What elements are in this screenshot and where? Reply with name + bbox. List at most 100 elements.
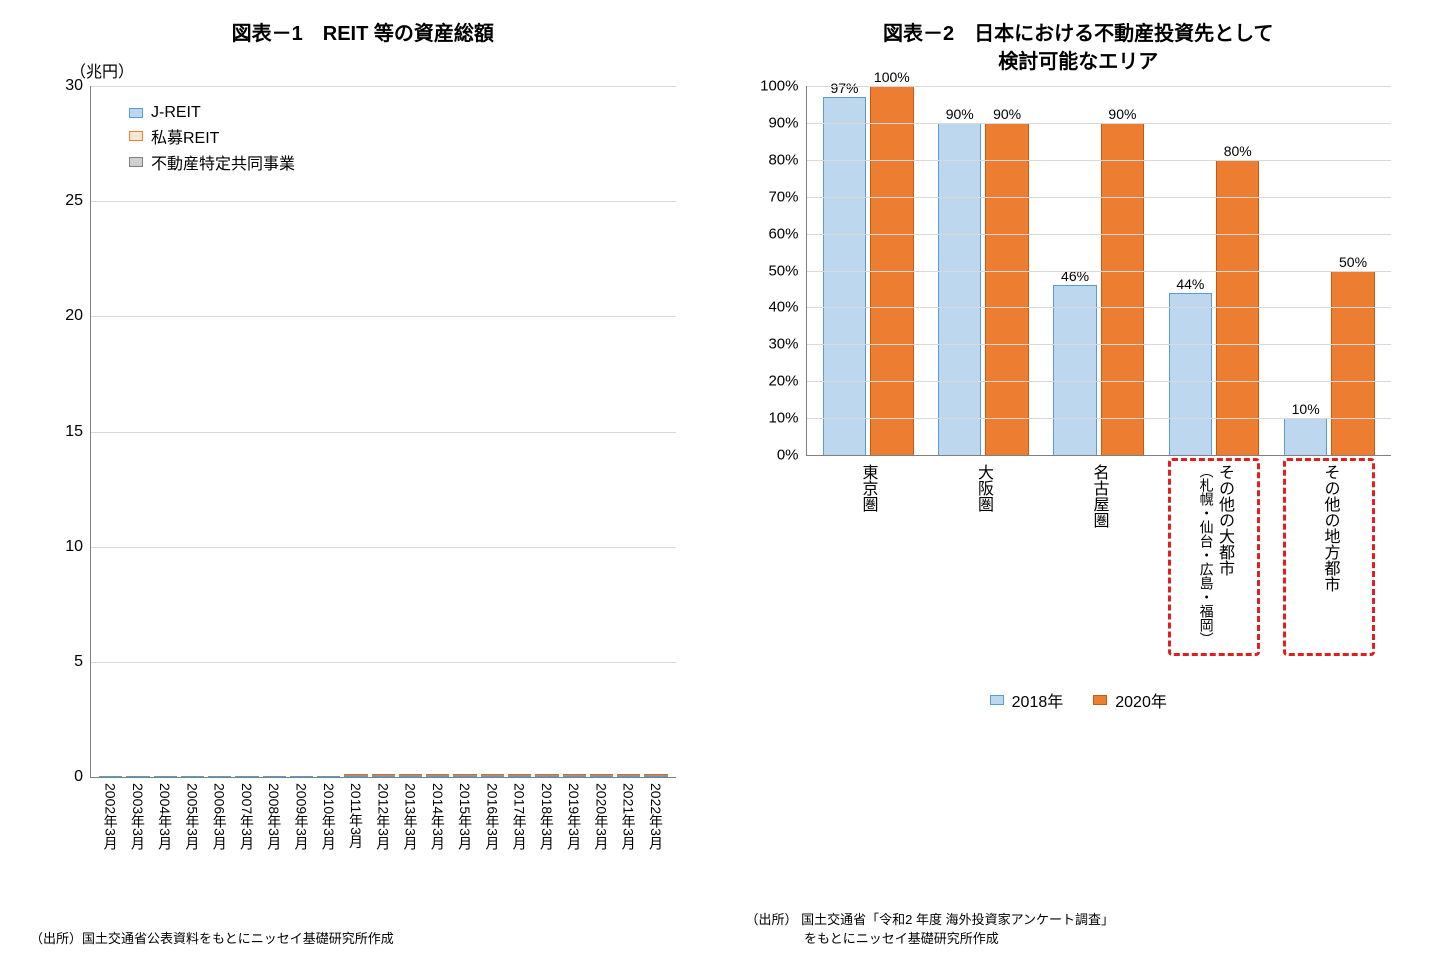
- legend-label: 2018年: [1012, 688, 1064, 712]
- chart2-xlabel-text: その他の地方都市: [1320, 464, 1338, 646]
- chart2-source-line2: をもとにニッセイ基礎研究所作成: [804, 931, 999, 946]
- chart2-ytick: 80%: [768, 151, 806, 168]
- chart1-xlabel: 2003年3月: [128, 783, 148, 850]
- chart2-grouped-bar: 97%100%90%90%46%90%44%80%10%50% 0%10%20%…: [746, 86, 1412, 889]
- chart2-gridline: [807, 418, 1392, 419]
- chart1-ytick: 30: [65, 77, 91, 95]
- chart2-bar: 90%: [938, 123, 981, 455]
- chart2-bar-value: 90%: [993, 106, 1021, 122]
- chart2-title-line1: 図表－2 日本における不動産投資先として: [883, 23, 1274, 45]
- chart2-ytick: 70%: [768, 188, 806, 205]
- chart2-bar-value: 50%: [1339, 254, 1367, 270]
- chart1-xlabel: 2014年3月: [428, 783, 448, 850]
- chart1-title: 図表－1 REIT 等の資産総額: [30, 20, 696, 48]
- chart2-xlabel: その他の地方都市: [1272, 464, 1388, 646]
- chart2-legend: 2018年 2020年: [746, 686, 1412, 714]
- chart2-xlabel-text: 大阪圏: [974, 464, 992, 646]
- chart2-source-line1: （出所） 国土交通省「令和2 年度 海外投資家アンケート調査」: [746, 912, 1115, 927]
- legend-label: 2020年: [1115, 688, 1167, 712]
- chart2-ytick: 30%: [768, 336, 806, 353]
- chart1-gridline: [91, 777, 676, 778]
- chart1-xlabel: 2007年3月: [237, 783, 257, 850]
- chart1-xlabel: 2016年3月: [482, 783, 502, 850]
- chart1-plot-area: J-REIT私募REIT不動産特定共同事業 2002年3月2003年3月2004…: [90, 86, 676, 778]
- chart2-title-line2: 検討可能なエリア: [998, 51, 1158, 73]
- chart1-ytick: 15: [65, 423, 91, 441]
- chart2-xlabel: 名古屋圏: [1041, 464, 1157, 646]
- chart2-bar: 90%: [1101, 123, 1144, 455]
- legend-swatch: [129, 108, 143, 118]
- chart1-xlabel: 2017年3月: [510, 783, 530, 850]
- chart2-gridline: [807, 381, 1392, 382]
- chart2-ytick: 20%: [768, 373, 806, 390]
- chart2-gridline: [807, 197, 1392, 198]
- chart2-source: （出所） 国土交通省「令和2 年度 海外投資家アンケート調査」 をもとにニッセイ…: [746, 909, 1412, 947]
- chart2-bar-value: 44%: [1176, 276, 1204, 292]
- chart1-y-unit: （兆円）: [70, 58, 696, 82]
- chart2-bar: 10%: [1284, 418, 1327, 455]
- chart2-ytick: 90%: [768, 114, 806, 131]
- chart1-xlabel: 2015年3月: [455, 783, 475, 850]
- chart1-source: （出所）国土交通省公表資料をもとにニッセイ基礎研究所作成: [30, 928, 696, 947]
- chart1-ytick: 10: [65, 538, 91, 556]
- chart1-stacked-bar: （兆円） J-REIT私募REIT不動産特定共同事業 2002年3月2003年3…: [30, 58, 696, 908]
- chart2-panel: 図表－2 日本における不動産投資先として 検討可能なエリア 97% 100% 90%…: [746, 20, 1412, 947]
- chart1-panel: 図表－1 REIT 等の資産総額 （兆円） J-REIT 私募REIT不動産特定共…: [30, 20, 696, 947]
- legend-item: 2020年: [1093, 688, 1167, 712]
- legend-item: 私募REIT: [129, 124, 295, 148]
- chart2-ytick: 50%: [768, 262, 806, 279]
- chart2-xlabel: （札幌・仙台・広島・福岡）その他の大都市: [1156, 464, 1272, 646]
- chart1-xlabel: 2021年3月: [619, 783, 639, 850]
- chart2-bar: 97%: [823, 97, 866, 455]
- chart1-gridline: [91, 432, 676, 433]
- chart1-xlabel: 2011年3月: [346, 783, 366, 849]
- chart1-ytick: 5: [74, 653, 91, 671]
- chart2-xlabel: 東京圏: [810, 464, 926, 646]
- chart1-ytick: 0: [74, 768, 91, 786]
- chart2-bar-value: 100%: [874, 69, 910, 85]
- chart2-gridline: [807, 455, 1392, 456]
- chart1-xlabel: 2009年3月: [291, 783, 311, 850]
- chart2-bar-value: 80%: [1224, 143, 1252, 159]
- legend-item: 2018年: [990, 688, 1064, 712]
- chart2-title: 図表－2 日本における不動産投資先として 検討可能なエリア: [746, 20, 1412, 76]
- legend-swatch: [129, 157, 143, 167]
- chart2-gridline: [807, 160, 1392, 161]
- chart1-xlabel: 2010年3月: [319, 783, 339, 850]
- chart2-ytick: 60%: [768, 225, 806, 242]
- chart2-bar-value: 90%: [946, 106, 974, 122]
- chart2-x-labels: 東京圏 大阪圏 名古屋圏 （札幌・仙台・広島・福岡）その他の大都市 その他の地方都市: [806, 464, 1392, 646]
- chart1-legend: J-REIT 私募REIT不動産特定共同事業: [121, 98, 303, 180]
- chart1-xlabel: 2018年3月: [537, 783, 557, 850]
- chart2-gridline: [807, 234, 1392, 235]
- legend-item: 不動産特定共同事業: [129, 150, 295, 174]
- chart2-bar-value: 10%: [1292, 401, 1320, 417]
- chart1-xlabel: 2022年3月: [646, 783, 666, 850]
- legend-swatch: [129, 131, 143, 141]
- chart1-xlabel: 2008年3月: [264, 783, 284, 850]
- chart2-bar-value: 97%: [830, 80, 858, 96]
- chart2-ytick: 40%: [768, 299, 806, 316]
- chart2-xlabel-text: 名古屋圏: [1089, 464, 1107, 646]
- chart1-xlabel: 2019年3月: [564, 783, 584, 850]
- chart2-xlabel-text: 東京圏: [858, 464, 876, 646]
- chart2-gridline: [807, 123, 1392, 124]
- chart2-bar: 44%: [1169, 293, 1212, 455]
- legend-label: 私募REIT: [151, 124, 219, 148]
- chart2-gridline: [807, 271, 1392, 272]
- chart1-xlabel: 2005年3月: [182, 783, 202, 850]
- chart1-gridline: [91, 547, 676, 548]
- chart1-gridline: [91, 86, 676, 87]
- chart2-bar-value: 90%: [1108, 106, 1136, 122]
- legend-swatch: [1093, 695, 1107, 705]
- chart1-ytick: 25: [65, 192, 91, 210]
- chart2-xlabel-sub: （札幌・仙台・広島・福岡）: [1199, 464, 1215, 646]
- chart1-xlabel: 2006年3月: [210, 783, 230, 850]
- legend-swatch: [990, 695, 1004, 705]
- chart2-gridline: [807, 307, 1392, 308]
- chart2-plot-area: 97%100%90%90%46%90%44%80%10%50% 0%10%20%…: [806, 86, 1392, 456]
- chart2-ytick: 10%: [768, 410, 806, 427]
- chart2-gridline: [807, 344, 1392, 345]
- legend-item: J-REIT: [129, 104, 295, 122]
- chart2-xlabel-text: その他の大都市: [1215, 464, 1233, 646]
